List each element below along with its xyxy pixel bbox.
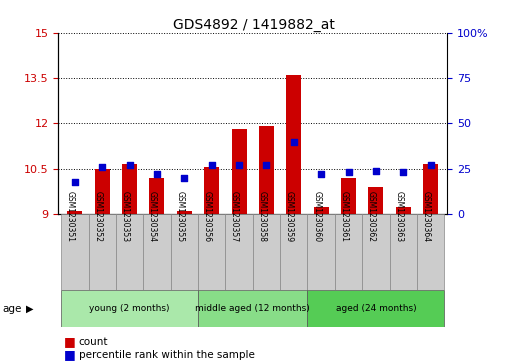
Bar [198, 290, 307, 327]
Text: middle aged (12 months): middle aged (12 months) [196, 304, 310, 313]
Bar [68, 211, 82, 214]
Bar [88, 214, 116, 290]
Bar [149, 178, 165, 214]
Bar [122, 164, 137, 214]
Point [208, 162, 216, 168]
Point [180, 175, 188, 181]
Bar [177, 211, 192, 214]
Text: GSM1230353: GSM1230353 [120, 191, 130, 242]
Text: GSM1230359: GSM1230359 [285, 191, 294, 242]
Text: GSM1230356: GSM1230356 [203, 191, 212, 242]
Bar [362, 214, 390, 290]
Text: percentile rank within the sample: percentile rank within the sample [79, 350, 255, 360]
Bar [368, 187, 384, 214]
Bar [226, 214, 253, 290]
Text: GSM1230355: GSM1230355 [175, 191, 184, 242]
Bar [335, 214, 362, 290]
Bar [171, 214, 198, 290]
Point [98, 164, 106, 170]
Bar [417, 214, 444, 290]
Text: GSM1230362: GSM1230362 [367, 191, 376, 242]
Text: aged (24 months): aged (24 months) [336, 304, 416, 313]
Text: GSM1230361: GSM1230361 [339, 191, 348, 242]
Bar [143, 214, 171, 290]
Point [262, 162, 270, 168]
Bar [61, 214, 88, 290]
Text: GSM1230352: GSM1230352 [93, 191, 102, 242]
Point [290, 139, 298, 144]
Bar [313, 207, 329, 214]
Text: GSM1230354: GSM1230354 [148, 191, 157, 242]
Bar [390, 214, 417, 290]
Bar [341, 178, 356, 214]
Text: GSM1230351: GSM1230351 [66, 191, 75, 242]
Bar [280, 214, 307, 290]
Point [153, 171, 161, 177]
Bar [307, 214, 335, 290]
Bar [204, 167, 219, 214]
Bar [423, 164, 438, 214]
Bar [94, 169, 110, 214]
Point [125, 162, 134, 168]
Bar [232, 130, 246, 214]
Bar [396, 207, 411, 214]
Point [427, 162, 435, 168]
Text: ■: ■ [64, 335, 75, 348]
Text: young (2 months): young (2 months) [89, 304, 170, 313]
Text: GSM1230360: GSM1230360 [312, 191, 321, 242]
Bar [259, 126, 274, 214]
Text: GSM1230363: GSM1230363 [394, 191, 403, 242]
Point [344, 170, 353, 175]
Text: GSM1230358: GSM1230358 [258, 191, 266, 242]
Text: ▶: ▶ [26, 303, 34, 314]
Point [71, 179, 79, 184]
Point [399, 170, 407, 175]
Point [317, 171, 325, 177]
Bar [253, 214, 280, 290]
Bar [116, 214, 143, 290]
Text: GDS4892 / 1419882_at: GDS4892 / 1419882_at [173, 18, 335, 32]
Bar [286, 75, 301, 214]
Text: count: count [79, 337, 108, 347]
Bar [307, 290, 444, 327]
Point [235, 162, 243, 168]
Text: GSM1230357: GSM1230357 [230, 191, 239, 242]
Text: ■: ■ [64, 348, 75, 362]
Point [372, 168, 380, 174]
Bar [61, 290, 198, 327]
Bar [198, 214, 226, 290]
Text: age: age [3, 303, 22, 314]
Text: GSM1230364: GSM1230364 [422, 191, 431, 242]
